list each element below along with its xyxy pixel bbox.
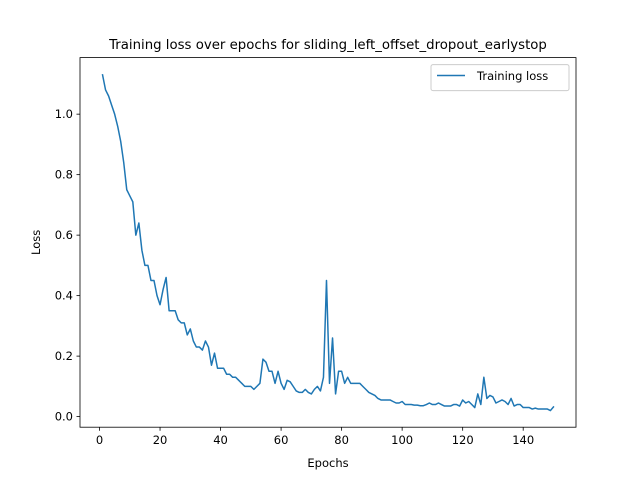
x-tick-label: 40	[213, 433, 228, 447]
y-axis: 0.0 0.2 0.4 0.6 0.8 1.0	[55, 107, 80, 424]
plot-area	[79, 57, 577, 428]
y-tick-label: 0.8	[55, 168, 73, 182]
legend-box	[430, 64, 570, 92]
y-axis-label: Loss	[29, 230, 43, 255]
axes-frame	[79, 57, 577, 428]
x-axis: 0 20 40 60 80 100 120 140	[96, 427, 534, 447]
chart-title: Training loss over epochs for sliding_le…	[108, 38, 547, 53]
y-tick-label: 0.4	[55, 289, 73, 303]
y-tick-label: 0.6	[55, 228, 73, 242]
series-line-training-loss	[101, 73, 555, 412]
x-axis-label: Epochs	[307, 456, 348, 470]
y-tick-label: 0.0	[55, 410, 73, 424]
y-tick-label: 1.0	[55, 107, 73, 121]
legend-label: Training loss	[476, 69, 548, 83]
x-tick-label: 140	[512, 433, 534, 447]
x-tick-label: 60	[274, 433, 289, 447]
x-tick-label: 0	[96, 433, 103, 447]
legend: Training loss	[430, 64, 570, 92]
x-tick-label: 100	[391, 433, 413, 447]
series-layer	[101, 73, 555, 412]
y-tick-label: 0.2	[55, 349, 73, 363]
x-tick-label: 20	[153, 433, 168, 447]
x-tick-label: 80	[334, 433, 349, 447]
x-tick-label: 120	[452, 433, 474, 447]
